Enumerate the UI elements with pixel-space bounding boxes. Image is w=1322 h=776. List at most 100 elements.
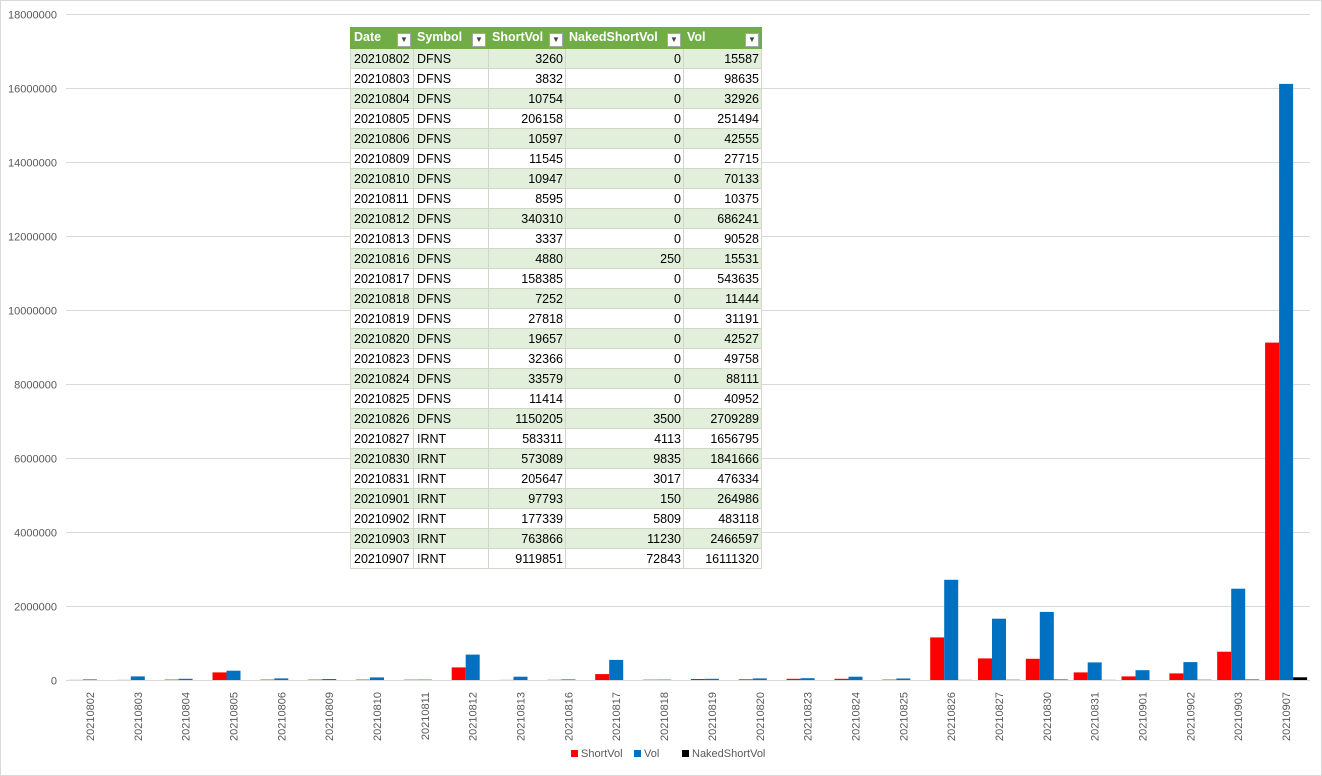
table-cell[interactable]: 9119851: [488, 548, 566, 569]
filter-dropdown-icon[interactable]: ▼: [667, 32, 681, 47]
table-cell[interactable]: 206158: [488, 108, 566, 129]
table-cell[interactable]: 3337: [488, 228, 566, 249]
table-cell[interactable]: 250: [565, 248, 684, 269]
table-cell[interactable]: 49758: [683, 348, 762, 369]
table-cell[interactable]: 20210810: [350, 168, 414, 189]
table-cell[interactable]: 0: [565, 108, 684, 129]
table-cell[interactable]: IRNT: [413, 528, 489, 549]
table-cell[interactable]: 20210805: [350, 108, 414, 129]
table-cell[interactable]: 1150205: [488, 408, 566, 429]
table-cell[interactable]: 0: [565, 208, 684, 229]
table-cell[interactable]: 0: [565, 368, 684, 389]
table-cell[interactable]: IRNT: [413, 428, 489, 449]
table-cell[interactable]: 20210818: [350, 288, 414, 309]
table-cell[interactable]: DFNS: [413, 128, 489, 149]
table-cell[interactable]: 20210806: [350, 128, 414, 149]
table-cell[interactable]: 31191: [683, 308, 762, 329]
table-cell[interactable]: 20210809: [350, 148, 414, 169]
table-cell[interactable]: 98635: [683, 68, 762, 89]
table-cell[interactable]: 90528: [683, 228, 762, 249]
table-cell[interactable]: 8595: [488, 188, 566, 209]
table-cell[interactable]: 573089: [488, 448, 566, 469]
table-cell[interactable]: 5809: [565, 508, 684, 529]
filter-dropdown-icon[interactable]: ▼: [397, 32, 411, 47]
table-cell[interactable]: 20210816: [350, 248, 414, 269]
table-cell[interactable]: 0: [565, 188, 684, 209]
table-cell[interactable]: 20210825: [350, 388, 414, 409]
table-cell[interactable]: 32366: [488, 348, 566, 369]
table-cell[interactable]: 205647: [488, 468, 566, 489]
table-cell[interactable]: 3017: [565, 468, 684, 489]
filter-dropdown-icon[interactable]: ▼: [472, 32, 486, 47]
table-cell[interactable]: 27715: [683, 148, 762, 169]
table-cell[interactable]: 20210817: [350, 268, 414, 289]
table-cell[interactable]: 33579: [488, 368, 566, 389]
table-cell[interactable]: DFNS: [413, 348, 489, 369]
table-cell[interactable]: 20210812: [350, 208, 414, 229]
table-cell[interactable]: 11230: [565, 528, 684, 549]
table-cell[interactable]: IRNT: [413, 508, 489, 529]
table-cell[interactable]: 177339: [488, 508, 566, 529]
table-cell[interactable]: 9835: [565, 448, 684, 469]
table-cell[interactable]: DFNS: [413, 108, 489, 129]
table-cell[interactable]: DFNS: [413, 248, 489, 269]
table-cell[interactable]: 32926: [683, 88, 762, 109]
table-cell[interactable]: 72843: [565, 548, 684, 569]
table-cell[interactable]: DFNS: [413, 228, 489, 249]
table-cell[interactable]: 543635: [683, 268, 762, 289]
table-cell[interactable]: 20210831: [350, 468, 414, 489]
filter-dropdown-icon[interactable]: ▼: [549, 32, 563, 47]
table-cell[interactable]: 20210802: [350, 48, 414, 69]
table-cell[interactable]: 10947: [488, 168, 566, 189]
table-cell[interactable]: 20210901: [350, 488, 414, 509]
table-cell[interactable]: 251494: [683, 108, 762, 129]
table-cell[interactable]: 483118: [683, 508, 762, 529]
table-cell[interactable]: 20210803: [350, 68, 414, 89]
table-cell[interactable]: 10754: [488, 88, 566, 109]
table-cell[interactable]: 40952: [683, 388, 762, 409]
table-cell[interactable]: 583311: [488, 428, 566, 449]
table-cell[interactable]: DFNS: [413, 268, 489, 289]
table-cell[interactable]: DFNS: [413, 328, 489, 349]
table-cell[interactable]: 0: [565, 128, 684, 149]
table-cell[interactable]: 20210804: [350, 88, 414, 109]
table-cell[interactable]: DFNS: [413, 68, 489, 89]
table-cell[interactable]: 0: [565, 388, 684, 409]
table-cell[interactable]: 20210820: [350, 328, 414, 349]
table-cell[interactable]: 158385: [488, 268, 566, 289]
table-cell[interactable]: 20210813: [350, 228, 414, 249]
table-cell[interactable]: DFNS: [413, 388, 489, 409]
table-cell[interactable]: 42527: [683, 328, 762, 349]
table-cell[interactable]: 0: [565, 228, 684, 249]
table-cell[interactable]: 0: [565, 328, 684, 349]
table-cell[interactable]: 11444: [683, 288, 762, 309]
table-cell[interactable]: 2709289: [683, 408, 762, 429]
table-cell[interactable]: 476334: [683, 468, 762, 489]
table-cell[interactable]: 10597: [488, 128, 566, 149]
table-cell[interactable]: DFNS: [413, 168, 489, 189]
table-cell[interactable]: 15531: [683, 248, 762, 269]
table-cell[interactable]: 4113: [565, 428, 684, 449]
table-cell[interactable]: 264986: [683, 488, 762, 509]
table-cell[interactable]: 2466597: [683, 528, 762, 549]
table-cell[interactable]: 20210823: [350, 348, 414, 369]
table-cell[interactable]: 3832: [488, 68, 566, 89]
table-cell[interactable]: 16111320: [683, 548, 762, 569]
table-cell[interactable]: 0: [565, 348, 684, 369]
table-cell[interactable]: 4880: [488, 248, 566, 269]
table-cell[interactable]: 20210819: [350, 308, 414, 329]
table-cell[interactable]: DFNS: [413, 148, 489, 169]
table-cell[interactable]: 20210827: [350, 428, 414, 449]
table-cell[interactable]: 20210826: [350, 408, 414, 429]
table-cell[interactable]: 0: [565, 148, 684, 169]
table-cell[interactable]: 0: [565, 168, 684, 189]
table-cell[interactable]: 20210824: [350, 368, 414, 389]
table-cell[interactable]: 1656795: [683, 428, 762, 449]
table-cell[interactable]: 686241: [683, 208, 762, 229]
table-cell[interactable]: DFNS: [413, 48, 489, 69]
table-cell[interactable]: DFNS: [413, 368, 489, 389]
filter-dropdown-icon[interactable]: ▼: [745, 32, 759, 47]
table-cell[interactable]: 0: [565, 308, 684, 329]
table-cell[interactable]: 19657: [488, 328, 566, 349]
table-cell[interactable]: 763866: [488, 528, 566, 549]
